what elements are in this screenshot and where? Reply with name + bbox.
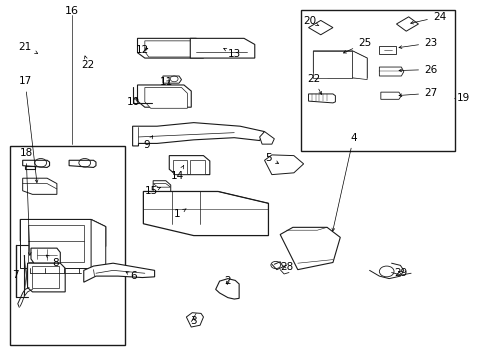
Text: 12: 12 (136, 45, 149, 55)
Polygon shape (190, 39, 255, 58)
Polygon shape (314, 51, 352, 78)
Text: 23: 23 (399, 38, 437, 49)
Text: 25: 25 (343, 38, 371, 53)
Polygon shape (145, 87, 187, 108)
Polygon shape (309, 94, 335, 103)
Bar (172, 160, 187, 174)
Polygon shape (216, 279, 239, 299)
Polygon shape (186, 313, 203, 327)
Text: 18: 18 (20, 148, 33, 255)
Text: 8: 8 (46, 255, 59, 268)
Polygon shape (163, 76, 181, 83)
Text: 2: 2 (224, 276, 231, 286)
Text: 4: 4 (332, 133, 357, 231)
Polygon shape (138, 39, 203, 58)
Bar (27, 225, 84, 262)
Polygon shape (314, 51, 367, 78)
Text: 15: 15 (145, 186, 161, 197)
Polygon shape (20, 220, 106, 246)
Polygon shape (260, 132, 274, 144)
Text: 10: 10 (127, 97, 140, 107)
Polygon shape (379, 45, 396, 54)
Polygon shape (138, 85, 191, 107)
Polygon shape (144, 192, 269, 235)
Polygon shape (84, 263, 155, 282)
Bar (301, 10, 455, 151)
Text: 14: 14 (171, 166, 184, 181)
Text: 22: 22 (307, 74, 321, 94)
Text: 29: 29 (395, 267, 408, 278)
Text: 9: 9 (143, 136, 153, 150)
Text: 7: 7 (12, 270, 19, 280)
Polygon shape (20, 220, 91, 268)
Polygon shape (352, 51, 367, 80)
Text: 13: 13 (224, 48, 241, 59)
Text: 6: 6 (126, 271, 137, 281)
Polygon shape (27, 263, 65, 292)
Polygon shape (23, 160, 49, 167)
Polygon shape (280, 227, 340, 270)
Polygon shape (153, 181, 171, 195)
Polygon shape (31, 248, 60, 263)
Text: 21: 21 (19, 42, 38, 54)
Text: 17: 17 (19, 76, 38, 183)
Text: 27: 27 (399, 88, 437, 98)
Polygon shape (169, 156, 210, 175)
Polygon shape (381, 92, 401, 99)
Text: 19: 19 (457, 93, 470, 103)
Text: 16: 16 (65, 6, 78, 17)
Text: 24: 24 (411, 12, 446, 24)
Polygon shape (309, 21, 333, 35)
Polygon shape (145, 41, 200, 57)
Polygon shape (25, 166, 35, 169)
Polygon shape (23, 178, 57, 194)
Polygon shape (91, 220, 106, 273)
Bar (10, 146, 125, 345)
Text: 28: 28 (280, 262, 293, 272)
Bar (190, 160, 205, 174)
Polygon shape (379, 67, 404, 76)
Text: 5: 5 (265, 153, 278, 163)
Polygon shape (153, 184, 171, 187)
Polygon shape (69, 160, 96, 167)
Text: 11: 11 (160, 77, 173, 87)
Polygon shape (133, 123, 265, 146)
Text: 26: 26 (399, 64, 437, 75)
Bar (32, 266, 59, 288)
Text: 3: 3 (191, 316, 197, 325)
Text: 22: 22 (81, 56, 94, 69)
Polygon shape (265, 155, 304, 175)
Polygon shape (396, 17, 418, 31)
Text: 20: 20 (303, 17, 319, 27)
Text: 1: 1 (174, 209, 186, 219)
